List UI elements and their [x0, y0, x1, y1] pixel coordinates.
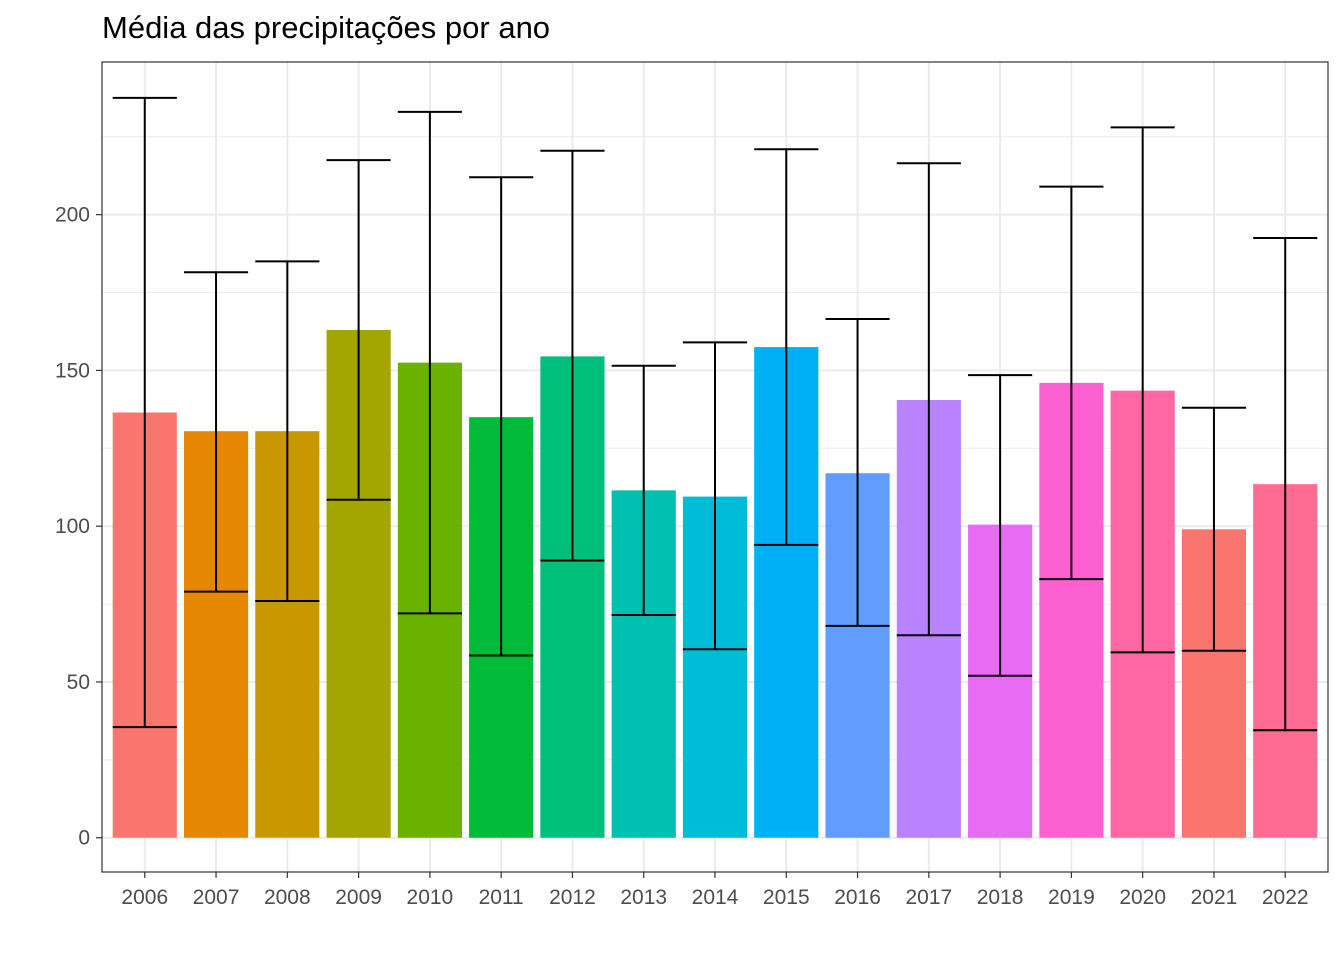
x-tick-label: 2019 — [1048, 886, 1095, 909]
error-bar-2020 — [1110, 126, 1175, 654]
error-bar-2022 — [1253, 237, 1318, 732]
error-bar-2019 — [1039, 185, 1104, 581]
y-tick-label: 200 — [55, 204, 90, 227]
y-axis: 0 50 100 150 200 — [55, 204, 102, 850]
chart-title: Média das precipitações por ano — [102, 10, 551, 45]
x-tick-label: 2006 — [121, 886, 168, 909]
x-tick-label: 2021 — [1191, 886, 1238, 909]
y-tick-label: 100 — [55, 515, 90, 538]
x-axis: 2006 2007 2008 2009 2010 2011 2012 2013 2014 2015… — [121, 872, 1309, 909]
error-bars — [112, 96, 1318, 732]
error-bar-2018 — [968, 374, 1033, 677]
x-tick-label: 2007 — [193, 886, 240, 909]
x-tick-label: 2018 — [977, 886, 1024, 909]
x-tick-label: 2020 — [1119, 886, 1166, 909]
y-tick-label: 50 — [67, 671, 90, 694]
x-tick-label: 2010 — [407, 886, 454, 909]
x-tick-label: 2008 — [264, 886, 311, 909]
error-bar-2017 — [896, 162, 961, 637]
error-bar-2011 — [469, 176, 534, 657]
error-bar-2021 — [1181, 406, 1247, 652]
error-bar-2015 — [754, 148, 819, 546]
error-bar-2014 — [682, 341, 748, 651]
error-bar-2010 — [397, 110, 462, 615]
error-bar-2016 — [825, 318, 890, 627]
x-tick-label: 2014 — [692, 886, 739, 909]
y-tick-label: 150 — [55, 359, 90, 382]
x-tick-label: 2012 — [549, 886, 596, 909]
error-bar-2013 — [611, 364, 676, 616]
error-bar-2012 — [540, 149, 605, 562]
x-tick-label: 2022 — [1262, 886, 1309, 909]
error-bar-2008 — [255, 260, 320, 602]
error-bar-2009 — [326, 159, 391, 501]
x-tick-label: 2011 — [479, 886, 524, 909]
x-tick-label: 2016 — [834, 886, 881, 909]
x-tick-label: 2013 — [620, 886, 667, 909]
x-tick-label: 2009 — [335, 886, 382, 909]
x-tick-label: 2015 — [763, 886, 810, 909]
error-bar-2006 — [112, 96, 177, 729]
x-tick-label: 2017 — [905, 886, 952, 909]
error-bar-2007 — [183, 271, 249, 593]
y-tick-label: 0 — [78, 827, 90, 850]
